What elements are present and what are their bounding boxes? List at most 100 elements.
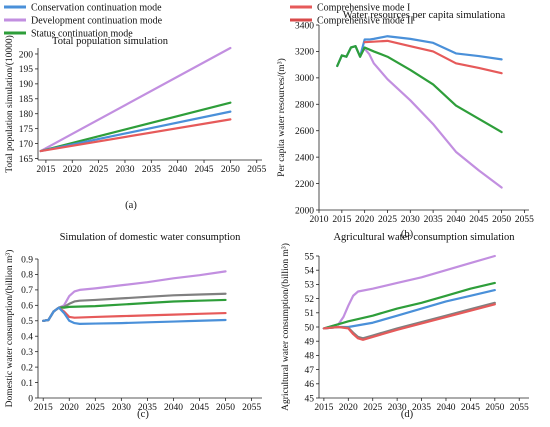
y-tick-label: 200: [19, 50, 34, 60]
series-line: [39, 118, 232, 153]
legend-label: Comprehensive mode I: [317, 3, 410, 14]
legend: Conservation continuation mode Comprehens…: [4, 3, 414, 40]
x-tick-label: 2020: [355, 215, 374, 225]
x-tick-label: 2025: [86, 403, 105, 413]
x-tick-label: 2040: [436, 403, 455, 413]
x-tick-label: 2055: [515, 215, 534, 225]
series-line: [42, 306, 227, 322]
y-axis-label: Domestic water consumption/(billion m³): [4, 250, 15, 408]
y-tick-label: 3000: [295, 74, 314, 84]
chart-title: Agricultural water consumption simulatio…: [333, 232, 515, 243]
y-tick-label: 49: [305, 338, 315, 348]
y-tick-label: 54: [305, 267, 315, 277]
x-tick-label: 2055: [247, 165, 266, 175]
y-tick-label: 175: [19, 125, 34, 135]
series-line: [363, 39, 503, 75]
panel-label: (a): [125, 200, 137, 211]
y-tick-label: 0.4: [21, 333, 33, 343]
legend-label: Comprehensive mode II: [317, 16, 414, 27]
y-tick-label: 2600: [295, 127, 314, 137]
y-tick-label: 45: [305, 394, 315, 404]
y-tick-label: 46: [305, 380, 315, 390]
x-tick-label: 2045: [195, 165, 214, 175]
x-tick-label: 2055: [242, 403, 261, 413]
x-tick-label: 2035: [412, 403, 431, 413]
y-axis-label: Total population simulation/(10000): [4, 35, 15, 173]
x-tick-label: 2035: [424, 215, 443, 225]
x-tick-label: 2050: [216, 403, 235, 413]
y-tick-label: 2400: [295, 153, 314, 163]
series-line: [336, 45, 503, 134]
y-tick-label: 0.6: [21, 302, 33, 312]
x-tick-label: 2020: [339, 403, 358, 413]
y-tick-label: 0.7: [21, 286, 33, 296]
x-tick-label: 2015: [36, 165, 55, 175]
y-tick-label: 2000: [295, 206, 314, 216]
y-tick-label: 51: [305, 309, 315, 319]
x-tick-label: 2040: [168, 165, 187, 175]
y-tick-label: 0.2: [21, 363, 33, 373]
chart-panels: Total population simulation 2015 2020 2025 2…: [4, 10, 534, 420]
x-tick-label: 2030: [388, 403, 407, 413]
y-tick-label: 3400: [295, 21, 314, 31]
chart-title: Simulation of domestic water consumption: [60, 232, 242, 243]
x-tick-label: 2045: [190, 403, 209, 413]
chart-panel: Total population simulation 2015 2020 2025 2…: [4, 35, 266, 211]
series-line: [42, 306, 227, 325]
y-tick-label: 50: [305, 323, 315, 333]
y-tick-label: 170: [19, 140, 34, 150]
x-tick-label: 2015: [34, 403, 53, 413]
series-line: [322, 281, 496, 330]
y-tick-label: 2800: [295, 101, 314, 111]
series-line: [363, 47, 503, 189]
x-tick-label: 2030: [112, 403, 131, 413]
x-tick-label: 2020: [63, 165, 82, 175]
y-tick-label: 185: [19, 95, 34, 105]
panel-label: (c): [137, 409, 149, 420]
chart-panel: Simulation of domestic water consumption…: [4, 232, 262, 420]
series-line: [39, 101, 232, 153]
chart-panel: Agricultural water consumption simulatio…: [280, 232, 529, 420]
x-tick-label: 2035: [138, 403, 157, 413]
x-tick-label: 2050: [221, 165, 240, 175]
x-tick-label: 2015: [332, 215, 351, 225]
x-tick-label: 2015: [314, 403, 333, 413]
x-tick-label: 2050: [485, 403, 504, 413]
y-tick-label: 195: [19, 65, 34, 75]
y-tick-label: 0.3: [21, 348, 33, 358]
y-tick-label: 55: [305, 252, 315, 262]
series-line: [39, 46, 232, 153]
panel-label: (b): [401, 229, 414, 240]
chart-title: Water resources per capita simulationa: [343, 10, 506, 21]
x-tick-label: 2010: [310, 215, 329, 225]
x-tick-label: 2030: [401, 215, 420, 225]
y-tick-label: 0.8: [21, 271, 33, 281]
chart-panel: Water resources per capita simulationa 20…: [276, 10, 534, 240]
x-tick-label: 2035: [142, 165, 161, 175]
legend-label: Development continuation mode: [31, 16, 163, 27]
y-axis-label: Agricultural water consumption/(billion …: [280, 243, 291, 411]
x-tick-label: 2045: [469, 215, 488, 225]
x-tick-label: 2025: [89, 165, 108, 175]
y-tick-label: 0.9: [21, 255, 33, 265]
y-tick-label: 48: [305, 352, 315, 362]
y-tick-label: 180: [19, 110, 34, 120]
x-tick-label: 2025: [378, 215, 397, 225]
y-tick-label: 0.1: [21, 379, 33, 389]
x-tick-label: 2040: [164, 403, 183, 413]
legend-label: Conservation continuation mode: [31, 3, 162, 14]
x-tick-label: 2020: [60, 403, 79, 413]
y-tick-label: 52: [305, 295, 315, 305]
y-tick-label: 165: [19, 155, 34, 165]
x-tick-label: 2055: [510, 403, 529, 413]
x-tick-label: 2045: [461, 403, 480, 413]
y-tick-label: 190: [19, 80, 34, 90]
y-tick-label: 3200: [295, 48, 314, 58]
y-tick-label: 47: [305, 366, 315, 376]
series-line: [39, 110, 232, 153]
panel-label: (d): [401, 409, 414, 420]
x-tick-label: 2030: [115, 165, 134, 175]
x-tick-label: 2040: [446, 215, 465, 225]
y-tick-label: 2200: [295, 180, 314, 190]
